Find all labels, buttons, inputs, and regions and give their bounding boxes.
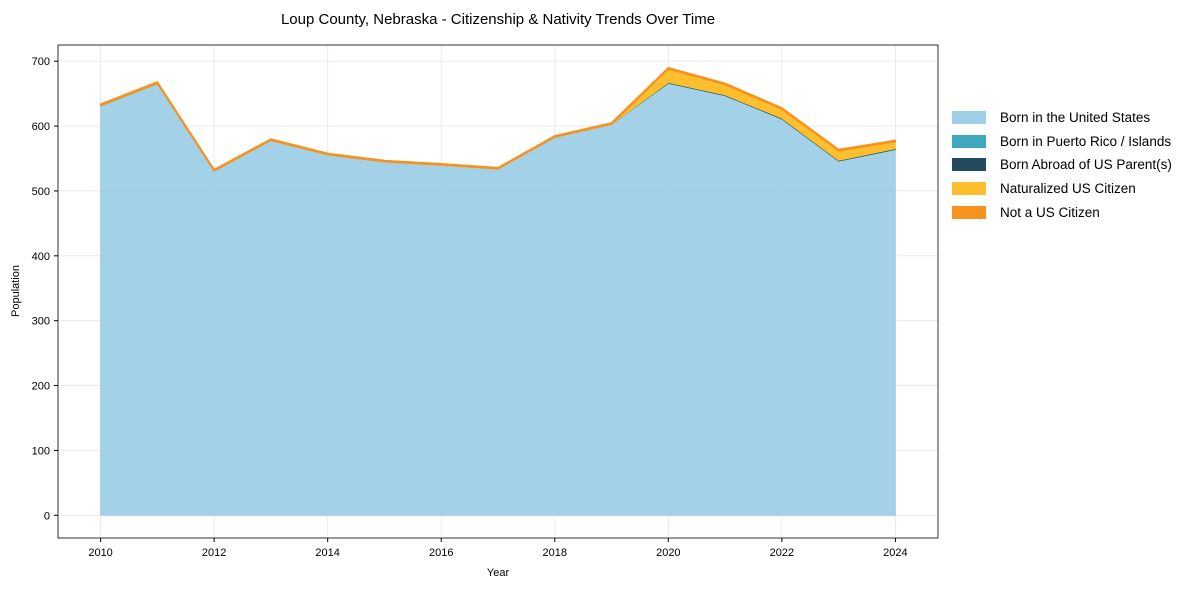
y-tick-label: 400: [32, 251, 50, 263]
x-tick-label: 2010: [88, 547, 112, 559]
legend-item: Naturalized US Citizen: [952, 177, 1172, 201]
x-tick-label: 2014: [315, 547, 339, 559]
y-tick-label: 500: [32, 186, 50, 198]
legend-item: Not a US Citizen: [952, 200, 1172, 224]
legend-swatch: [952, 111, 986, 125]
legend-swatch: [952, 158, 986, 172]
x-tick-label: 2016: [429, 547, 453, 559]
legend-label: Born in Puerto Rico / Islands: [1000, 133, 1172, 149]
legend-swatch: [952, 205, 986, 219]
legend-item: Born in the United States: [952, 106, 1172, 130]
legend-swatch: [952, 134, 986, 148]
area-not-a-us-citizen: [99, 66, 897, 172]
legend-label: Born in the United States: [1000, 110, 1151, 126]
legend-item: Born in Puerto Rico / Islands: [952, 130, 1172, 154]
legend-label: Not a US Citizen: [1000, 204, 1100, 220]
chart-title: Loup County, Nebraska - Citizenship & Na…: [281, 11, 715, 28]
legend-label: Naturalized US Citizen: [1000, 181, 1136, 197]
y-tick-label: 100: [32, 445, 50, 457]
y-tick-label: 300: [32, 316, 50, 328]
x-tick-label: 2022: [770, 547, 794, 559]
legend-swatch: [952, 182, 986, 196]
areas: [99, 66, 897, 516]
legend-item: Born Abroad of US Parent(s): [952, 153, 1172, 177]
y-axis-label: Population: [10, 265, 22, 317]
x-axis-label: Year: [487, 567, 510, 579]
legend: Born in the United States Born in Puerto …: [952, 106, 1172, 224]
x-tick-label: 2020: [656, 547, 680, 559]
x-tick-label: 2018: [543, 547, 567, 559]
y-tick-label: 0: [44, 510, 50, 522]
plot-frame: [57, 44, 939, 539]
ticks: 2010 2012 2014 2016 2018 2020 2022 2024 0 100 200 3…: [32, 56, 908, 559]
y-tick-label: 200: [32, 381, 50, 393]
x-tick-label: 2012: [202, 547, 226, 559]
legend-label: Born Abroad of US Parent(s): [1000, 157, 1172, 173]
x-tick-label: 2024: [883, 547, 907, 559]
area-born-in-the-united-states: [100, 82, 896, 516]
y-tick-label: 700: [32, 56, 50, 68]
y-tick-label: 600: [32, 121, 50, 133]
